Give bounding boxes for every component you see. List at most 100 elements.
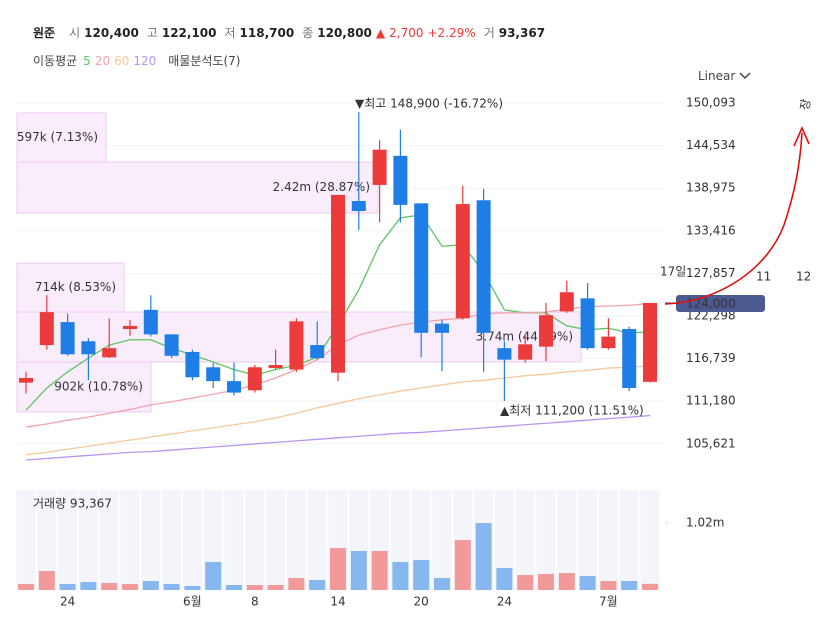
volume-column-bg	[619, 490, 639, 590]
x-tick-label: 20	[414, 595, 429, 609]
volume-bar	[330, 548, 346, 590]
volume-profile-box	[16, 161, 379, 214]
candle-body	[268, 365, 283, 369]
volume-column-bg	[37, 490, 57, 590]
volume-bar	[642, 583, 658, 590]
ma-legend: 5	[83, 53, 91, 68]
volume-column-bg	[16, 490, 36, 590]
candle-body	[372, 149, 387, 185]
scale-dropdown[interactable]: Linear	[698, 69, 751, 83]
volume-bar	[517, 575, 534, 590]
candle-body	[622, 328, 637, 388]
volume-column-bg	[640, 490, 660, 590]
quote-label: 저	[224, 26, 236, 40]
quote-label: 시	[69, 26, 81, 40]
volume-column-bg	[494, 490, 514, 590]
y-tick-label: 144,534	[686, 138, 736, 152]
volume-column-bg	[78, 490, 98, 590]
candle-body	[289, 321, 304, 370]
candle-body	[123, 325, 137, 329]
ma-legend: 60	[114, 53, 130, 68]
volume-profile-label: 902k (10.78%)	[54, 380, 143, 394]
x-tick-label: 24	[497, 595, 512, 609]
volume-bar	[558, 573, 575, 590]
volume-bar	[38, 570, 55, 590]
x-tick-label: 14	[330, 595, 345, 609]
volume-value: 93,367	[498, 25, 546, 40]
volume-bar	[205, 561, 222, 590]
scale-label: Linear	[698, 69, 736, 83]
volume-profile-label: 597k (7.13%)	[17, 130, 98, 144]
y-tick-label: 138,975	[686, 181, 736, 195]
candle-body	[559, 292, 574, 312]
ma-label: 이동평균	[33, 54, 78, 68]
volume-bar	[101, 583, 118, 590]
quote-label: 종	[302, 26, 314, 40]
volume-label: 거	[483, 26, 495, 40]
candle-body	[476, 200, 491, 333]
candle-body	[81, 341, 96, 355]
candle-body	[247, 367, 262, 391]
volume-column-bg	[162, 490, 182, 590]
volume-bar	[350, 550, 367, 590]
volume-column-bg	[432, 490, 452, 590]
candle-body	[539, 315, 553, 347]
change-value: 2,700	[389, 25, 424, 40]
indicator-legend: 이동평균 5 20 60 120 매물분석도(7)	[33, 52, 240, 69]
volume-bar	[184, 585, 201, 590]
volume-column-bg	[578, 490, 598, 590]
candle-body	[455, 204, 470, 319]
volume-bar	[621, 580, 638, 590]
chevron	[739, 72, 751, 80]
volume-bar	[579, 575, 596, 590]
volume-bar	[288, 578, 305, 590]
y-tick-label: 111,180	[686, 394, 736, 408]
volume-bar	[434, 578, 450, 590]
candle-body	[310, 345, 325, 359]
high-annotation: ▼최고 148,900 (-16.72%)	[355, 97, 503, 111]
ticker-name: 원준	[33, 26, 56, 40]
y-tick-label: 122,298	[686, 308, 736, 322]
volume-bar	[309, 580, 326, 590]
candle-body	[60, 322, 75, 355]
volume-column-bg	[182, 490, 202, 590]
handwritten-arrow	[664, 126, 810, 305]
volume-column-bg	[141, 490, 161, 590]
low-annotation: ▲최저 111,200 (11.51%)	[500, 404, 644, 418]
volume-bar	[454, 540, 471, 590]
volume-bar	[246, 585, 263, 590]
candle-body	[206, 367, 221, 382]
candle-body	[102, 348, 117, 358]
volume-title: 거래량 93,367	[33, 497, 112, 511]
volume-bar	[538, 574, 554, 590]
y-tick-label: 150,093	[686, 96, 736, 110]
volume-column-bg	[307, 490, 327, 590]
handwritten-note: 장	[798, 98, 814, 111]
ma-legend: 120	[133, 53, 157, 68]
y-tick-label: 133,416	[686, 223, 736, 237]
quote-header: 원준 시 120,400 고 122,100 저 118,700 종 120,800 ▲ 2,700…	[33, 24, 545, 41]
volume-bar	[226, 585, 242, 590]
volume-column-bg	[536, 490, 556, 590]
candle-body	[497, 348, 512, 360]
handwritten-note: 12	[796, 270, 811, 284]
volume-column-bg	[99, 490, 119, 590]
quote-value: 120,400	[84, 25, 139, 40]
volume-column-bg	[515, 490, 535, 590]
volume-column-bg	[598, 490, 618, 590]
quote-value: 120,800	[317, 25, 372, 40]
volume-bar	[59, 584, 76, 590]
x-tick-label: 8	[251, 595, 259, 609]
candle-body	[414, 203, 429, 333]
volume-column-bg	[557, 490, 577, 590]
y-tick-label: 105,621	[686, 436, 736, 450]
candle-body	[39, 312, 54, 346]
volume-bar	[267, 585, 284, 590]
candle-body	[164, 334, 179, 356]
y-tick-label: 127,857	[686, 266, 736, 280]
volume-bar	[163, 584, 180, 590]
handwritten-note: 11	[756, 270, 771, 284]
current-price-label: 124,000	[686, 296, 736, 310]
quote-label: 고	[146, 26, 158, 40]
